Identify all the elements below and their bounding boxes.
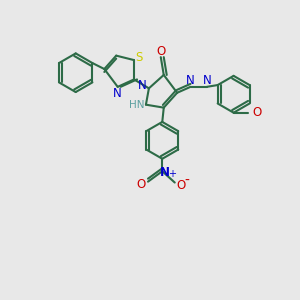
Text: N: N — [160, 166, 170, 179]
Text: O: O — [252, 106, 261, 119]
Text: O: O — [177, 179, 186, 192]
Text: -: - — [185, 174, 190, 188]
Text: S: S — [136, 51, 143, 64]
Text: N: N — [186, 74, 195, 87]
Text: N: N — [113, 87, 122, 100]
Text: HN: HN — [129, 100, 145, 110]
Text: O: O — [137, 178, 146, 191]
Text: N: N — [138, 80, 147, 92]
Text: O: O — [156, 45, 165, 58]
Text: +: + — [168, 169, 176, 178]
Text: N: N — [202, 74, 211, 87]
